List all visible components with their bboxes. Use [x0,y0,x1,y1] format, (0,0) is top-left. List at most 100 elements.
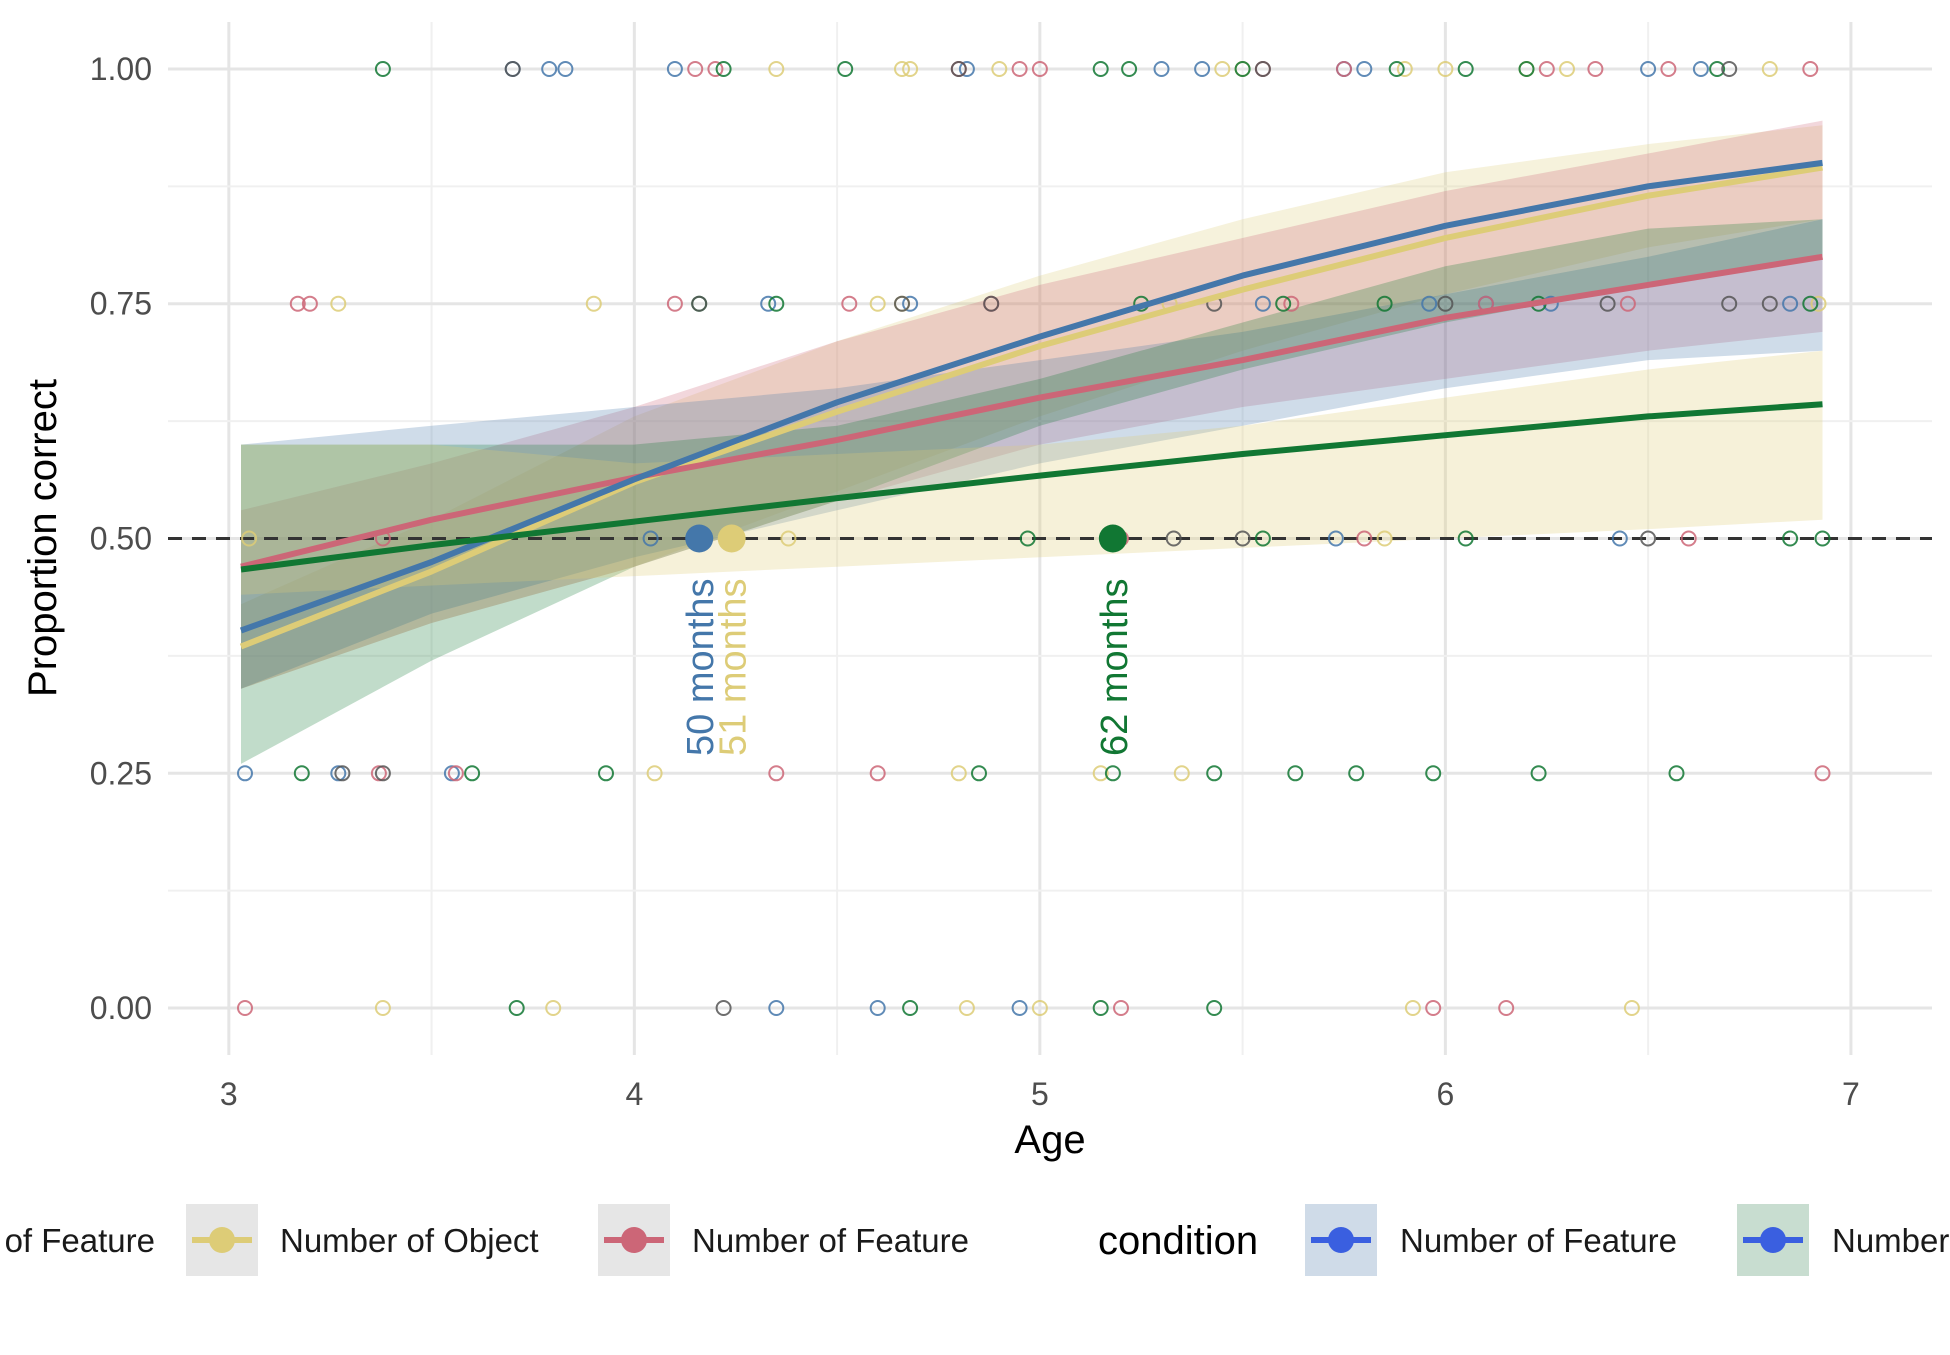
data-point [557,61,574,77]
data-point [237,1000,253,1016]
data-point [894,61,910,77]
data-point [1660,61,1677,77]
data-point [902,295,919,312]
x-tick-label: 6 [1436,1076,1454,1112]
tick-labels: 3 4 5 6 7 0.00 0.25 0.50 0.75 1.00 [90,51,1860,1112]
data-point [902,1000,919,1016]
data-point [991,61,1008,77]
data-point [1538,61,1555,77]
data-point [1498,1000,1515,1016]
data-point [1457,61,1474,77]
data-point [1782,530,1799,547]
data-point [1709,61,1726,77]
data-point [1396,61,1413,77]
data-point [1810,295,1827,312]
data-point [894,295,910,312]
data-point [768,295,785,312]
y-tick-label: 1.00 [90,51,152,87]
data-point [1680,530,1697,547]
data-point [869,765,886,782]
data-point [983,295,1000,312]
y-tick-label: 0.00 [90,990,152,1026]
data-point [950,61,967,77]
data-point [301,295,318,312]
data-point [289,295,306,312]
data-point [1206,765,1223,782]
x-tick-label: 4 [625,1076,643,1112]
fit-lines [239,159,1823,650]
data-point [666,61,683,77]
data-point [1153,61,1170,77]
data-point [1121,61,1138,77]
threshold-point [717,524,746,553]
data-point [1376,295,1393,312]
y-tick-label: 0.50 [90,521,152,557]
data-point [1619,295,1636,312]
x-axis-title: Age [1014,1118,1085,1162]
data-point [707,61,724,77]
data-point [958,61,975,77]
legend-label: Number of Object [1832,1222,1950,1259]
data-point [1234,530,1251,547]
data-point [370,765,387,782]
data-point [687,61,704,77]
data-point [902,61,919,77]
data-point [1356,530,1373,547]
condition-item-key-dot [1760,1227,1786,1253]
data-point [1668,765,1685,782]
data-point [598,765,614,782]
confidence-band-1 [241,120,1823,689]
fit-line-3 [240,401,1823,573]
data-point [768,765,785,782]
data-point [1388,61,1405,77]
data-point [1283,295,1300,312]
legend-label: Number of Feature [1400,1222,1677,1259]
data-point [1802,295,1819,312]
data-point [768,61,785,77]
data-point [1327,530,1344,547]
data-point [237,765,253,782]
data-point [691,295,708,312]
data-point [1234,61,1251,77]
data-point [1425,1000,1442,1016]
data-point [504,61,521,77]
data-point [642,530,659,547]
data-point [1640,61,1657,77]
data-point [646,765,663,782]
data-point [1348,765,1365,782]
data-point [1425,765,1442,782]
data-point [1173,765,1190,782]
y-tick-label: 0.25 [90,755,152,791]
data-point [464,765,481,782]
data-point [760,295,777,312]
data-point [715,1000,732,1016]
data-point [1782,295,1799,312]
data-point [958,1000,975,1016]
data-point [715,61,732,77]
confidence-band-2 [241,219,1823,689]
data-point [541,61,558,77]
data-point [1194,61,1211,77]
data-point [443,765,460,782]
threshold-label: 50 months [680,579,722,756]
data-point [837,61,854,77]
legend-label: Number of Object [280,1222,539,1259]
confidence-band-0 [241,125,1823,689]
data-point [1559,61,1575,77]
data-point [1640,530,1657,547]
data-point [1802,61,1819,77]
data-point [1457,530,1474,547]
data-point [1404,1000,1421,1016]
confidence-bands [241,120,1823,764]
data-point [950,765,967,782]
data-point [1214,61,1231,77]
data-point [1587,61,1604,77]
data-point [971,765,987,782]
legend-label: Number of Feature [692,1222,969,1259]
data-point [1611,530,1628,547]
threshold-point [1098,524,1127,553]
threshold-label: 51 months [713,579,755,756]
data-point [1376,530,1393,547]
data-point [1761,61,1778,77]
